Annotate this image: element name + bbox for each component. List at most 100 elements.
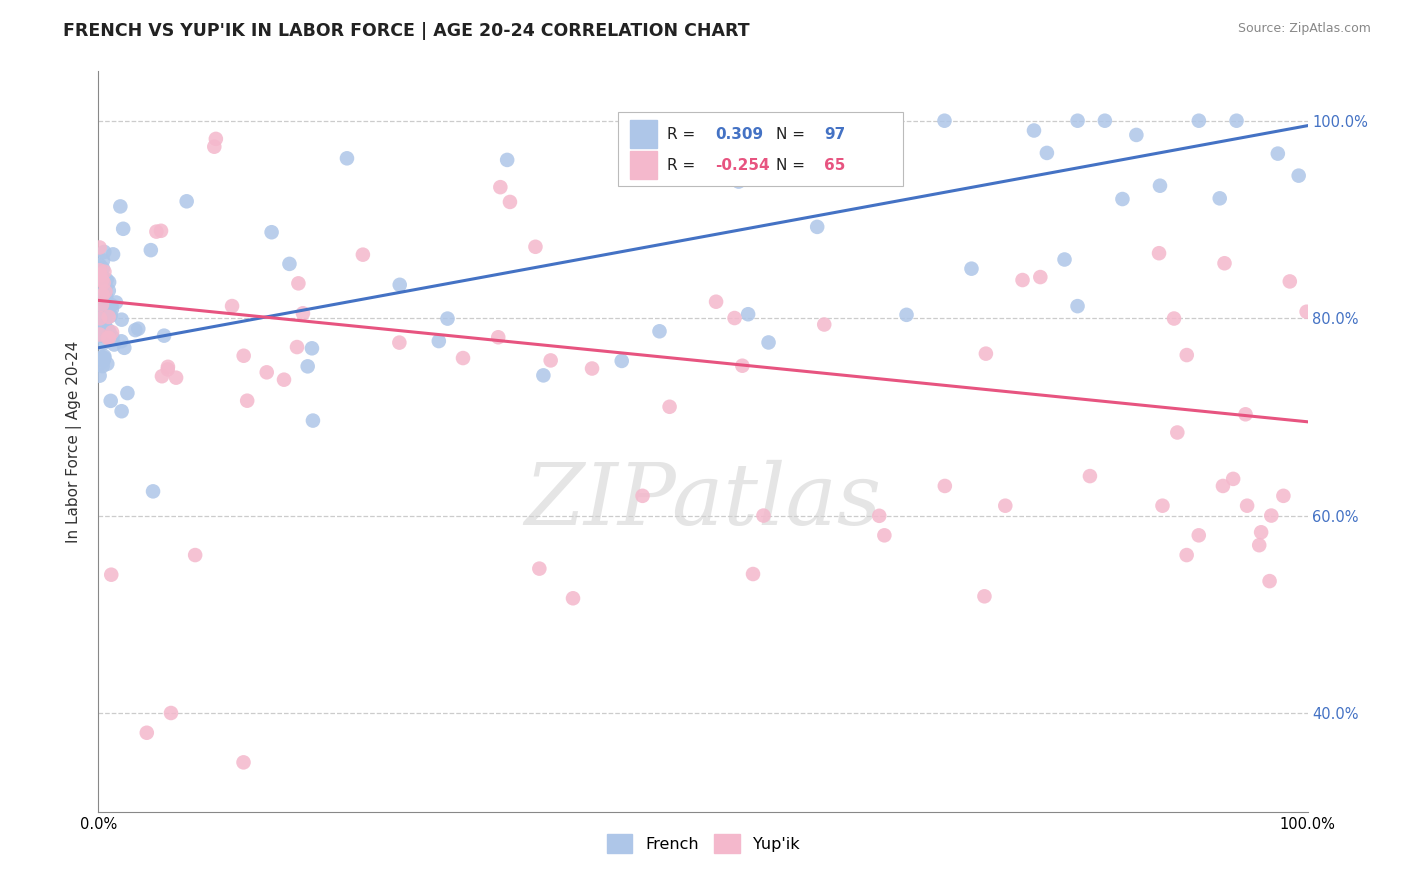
Point bbox=[100, 567, 122, 582]
Point bbox=[124, 323, 146, 337]
Point bbox=[145, 225, 167, 239]
Legend: French, Yup'ik: French, Yup'ik bbox=[600, 828, 806, 859]
Point bbox=[486, 330, 509, 344]
Point bbox=[90, 356, 112, 370]
Point bbox=[96, 273, 118, 287]
Point bbox=[628, 143, 651, 157]
Point bbox=[301, 341, 323, 355]
Point bbox=[103, 337, 125, 351]
Point bbox=[98, 331, 121, 345]
Point bbox=[89, 263, 111, 277]
Point bbox=[160, 706, 183, 720]
Point bbox=[974, 346, 997, 360]
Point bbox=[110, 199, 132, 213]
Point bbox=[98, 275, 121, 289]
Point bbox=[427, 334, 450, 348]
Point bbox=[221, 299, 243, 313]
Point bbox=[1236, 499, 1258, 513]
Point bbox=[1029, 270, 1052, 285]
Point bbox=[1078, 469, 1101, 483]
Point bbox=[451, 351, 474, 365]
Point bbox=[291, 306, 314, 320]
Point bbox=[1222, 472, 1244, 486]
Point bbox=[960, 261, 983, 276]
Point bbox=[89, 240, 111, 254]
Point bbox=[1149, 178, 1171, 193]
Point bbox=[91, 298, 114, 312]
Point bbox=[93, 353, 115, 368]
Point bbox=[150, 369, 173, 384]
Point bbox=[135, 725, 157, 739]
Point bbox=[704, 294, 727, 309]
Point bbox=[540, 353, 562, 368]
Point bbox=[1213, 256, 1236, 270]
Point bbox=[232, 756, 254, 770]
Point bbox=[97, 331, 120, 345]
Point bbox=[737, 307, 759, 321]
Point bbox=[101, 302, 124, 317]
Point bbox=[93, 244, 115, 259]
Point bbox=[278, 257, 301, 271]
Text: R =: R = bbox=[666, 127, 700, 142]
Point bbox=[658, 400, 681, 414]
Point bbox=[101, 247, 124, 261]
Point bbox=[287, 277, 309, 291]
Text: N =: N = bbox=[776, 127, 810, 142]
Point bbox=[1152, 499, 1174, 513]
Point bbox=[236, 393, 259, 408]
Y-axis label: In Labor Force | Age 20-24: In Labor Force | Age 20-24 bbox=[66, 341, 83, 542]
Point bbox=[139, 243, 162, 257]
Point bbox=[91, 336, 114, 351]
Point bbox=[176, 194, 198, 209]
Point bbox=[90, 328, 112, 343]
Point bbox=[813, 318, 835, 332]
Point bbox=[742, 567, 765, 582]
Point bbox=[93, 351, 115, 365]
Point bbox=[89, 311, 111, 326]
Text: Source: ZipAtlas.com: Source: ZipAtlas.com bbox=[1237, 22, 1371, 36]
Point bbox=[1249, 538, 1271, 552]
Point bbox=[93, 305, 115, 319]
Point bbox=[93, 276, 115, 290]
Point bbox=[127, 322, 149, 336]
Point bbox=[1258, 574, 1281, 588]
Point bbox=[91, 359, 114, 373]
Point bbox=[256, 365, 278, 379]
Point bbox=[499, 194, 522, 209]
Point bbox=[91, 287, 114, 301]
Point bbox=[90, 350, 112, 364]
Point bbox=[93, 265, 115, 279]
Point bbox=[648, 324, 671, 338]
Point bbox=[90, 268, 112, 283]
Text: R =: R = bbox=[666, 158, 700, 173]
Point bbox=[89, 258, 111, 272]
Point bbox=[94, 283, 117, 297]
Point bbox=[93, 287, 115, 301]
Point bbox=[150, 224, 173, 238]
Point bbox=[388, 335, 411, 350]
Point bbox=[232, 349, 254, 363]
Point bbox=[1166, 425, 1188, 440]
Text: 65: 65 bbox=[824, 158, 845, 173]
Point bbox=[1234, 407, 1257, 421]
Point bbox=[93, 315, 115, 329]
Point bbox=[117, 386, 139, 401]
Point bbox=[93, 309, 115, 323]
Point bbox=[96, 357, 118, 371]
Point bbox=[752, 508, 775, 523]
Point bbox=[436, 311, 458, 326]
Point bbox=[1175, 548, 1198, 562]
Point bbox=[94, 327, 117, 342]
Point bbox=[98, 325, 121, 339]
Point bbox=[105, 295, 128, 310]
Point bbox=[1022, 123, 1045, 137]
Point bbox=[94, 299, 117, 313]
Point bbox=[260, 225, 283, 239]
Point bbox=[112, 341, 135, 355]
Point bbox=[934, 479, 956, 493]
Point bbox=[873, 528, 896, 542]
Point bbox=[731, 359, 754, 373]
Point bbox=[1278, 274, 1301, 288]
Point bbox=[184, 548, 207, 562]
Point bbox=[524, 240, 547, 254]
